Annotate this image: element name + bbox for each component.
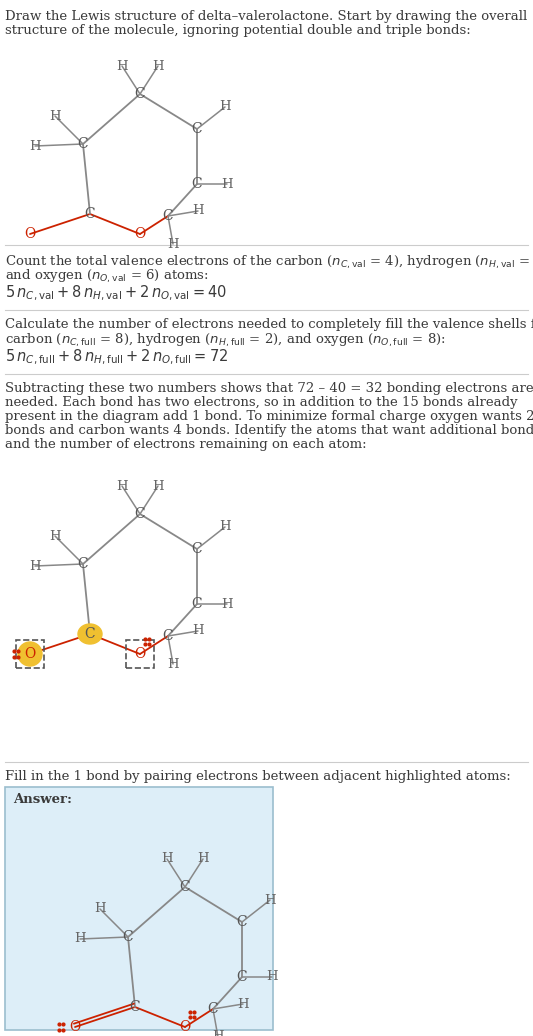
Text: H: H (221, 598, 233, 610)
Text: H: H (219, 520, 231, 534)
Text: C: C (135, 87, 146, 100)
Text: C: C (192, 122, 203, 136)
Text: H: H (264, 893, 276, 906)
Text: H: H (152, 480, 164, 492)
Circle shape (18, 642, 42, 666)
Text: H: H (29, 140, 41, 152)
Text: H: H (161, 853, 173, 865)
Text: H: H (49, 110, 61, 122)
Text: C: C (192, 597, 203, 611)
Text: and the number of electrons remaining on each atom:: and the number of electrons remaining on… (5, 438, 367, 451)
Text: Answer:: Answer: (13, 793, 72, 806)
Text: bonds and carbon wants 4 bonds. Identify the atoms that want additional bonds: bonds and carbon wants 4 bonds. Identify… (5, 424, 533, 437)
Text: Subtracting these two numbers shows that 72 – 40 = 32 bonding electrons are: Subtracting these two numbers shows that… (5, 382, 533, 395)
Text: H: H (221, 177, 233, 191)
Text: H: H (74, 932, 86, 946)
Text: C: C (85, 207, 95, 221)
Ellipse shape (78, 624, 102, 644)
Text: C: C (192, 542, 203, 556)
Text: Fill in the 1 bond by pairing electrons between adjacent highlighted atoms:: Fill in the 1 bond by pairing electrons … (5, 770, 511, 783)
Text: O: O (180, 1020, 191, 1034)
Bar (16, 640, 44, 668)
Text: C: C (237, 915, 247, 929)
Text: C: C (163, 209, 173, 223)
Text: H: H (212, 1031, 224, 1036)
Text: Calculate the number of electrons needed to completely fill the valence shells f: Calculate the number of electrons needed… (5, 318, 533, 330)
Text: C: C (78, 137, 88, 151)
Text: O: O (25, 648, 36, 661)
Text: H: H (192, 204, 204, 218)
Text: H: H (167, 237, 179, 251)
Text: O: O (134, 648, 146, 661)
Text: O: O (69, 1020, 80, 1034)
Text: H: H (167, 658, 179, 670)
Text: H: H (29, 559, 41, 573)
Text: C: C (85, 627, 95, 641)
Text: H: H (192, 625, 204, 637)
Text: C: C (123, 930, 133, 944)
Text: C: C (237, 970, 247, 984)
Text: C: C (192, 177, 203, 191)
Text: H: H (152, 59, 164, 73)
Text: needed. Each bond has two electrons, so in addition to the 15 bonds already: needed. Each bond has two electrons, so … (5, 396, 518, 409)
Text: H: H (197, 853, 209, 865)
Text: Count the total valence electrons of the carbon ($n_{C,\mathrm{val}}$ = 4), hydr: Count the total valence electrons of the… (5, 254, 533, 271)
Text: C: C (135, 507, 146, 521)
Bar (5, 787, 273, 1030)
Text: structure of the molecule, ignoring potential double and triple bonds:: structure of the molecule, ignoring pote… (5, 24, 471, 37)
Text: C: C (180, 880, 190, 894)
Text: C: C (208, 1002, 219, 1016)
Text: O: O (134, 227, 146, 241)
Text: $5\,n_{C,\mathrm{full}} + 8\,n_{H,\mathrm{full}} + 2\,n_{O,\mathrm{full}} = 72$: $5\,n_{C,\mathrm{full}} + 8\,n_{H,\mathr… (5, 348, 228, 368)
Text: H: H (49, 529, 61, 543)
Text: H: H (237, 998, 249, 1010)
Text: carbon ($n_{C,\mathrm{full}}$ = 8), hydrogen ($n_{H,\mathrm{full}}$ = 2), and ox: carbon ($n_{C,\mathrm{full}}$ = 8), hydr… (5, 332, 446, 349)
Text: C: C (163, 629, 173, 643)
Text: and oxygen ($n_{O,\mathrm{val}}$ = 6) atoms:: and oxygen ($n_{O,\mathrm{val}}$ = 6) at… (5, 268, 209, 285)
Text: Draw the Lewis structure of delta–valerolactone. Start by drawing the overall: Draw the Lewis structure of delta–valero… (5, 10, 527, 23)
Text: H: H (116, 480, 128, 492)
Bar (126, 640, 154, 668)
Text: H: H (219, 100, 231, 114)
Text: C: C (78, 557, 88, 571)
Text: H: H (116, 59, 128, 73)
Text: C: C (130, 1000, 140, 1014)
Text: present in the diagram add 1 bond. To minimize formal charge oxygen wants 2: present in the diagram add 1 bond. To mi… (5, 410, 533, 423)
Text: H: H (94, 902, 106, 916)
Text: O: O (25, 227, 36, 241)
Text: H: H (266, 971, 278, 983)
Text: $5\,n_{C,\mathrm{val}} + 8\,n_{H,\mathrm{val}} + 2\,n_{O,\mathrm{val}} = 40$: $5\,n_{C,\mathrm{val}} + 8\,n_{H,\mathrm… (5, 284, 227, 304)
